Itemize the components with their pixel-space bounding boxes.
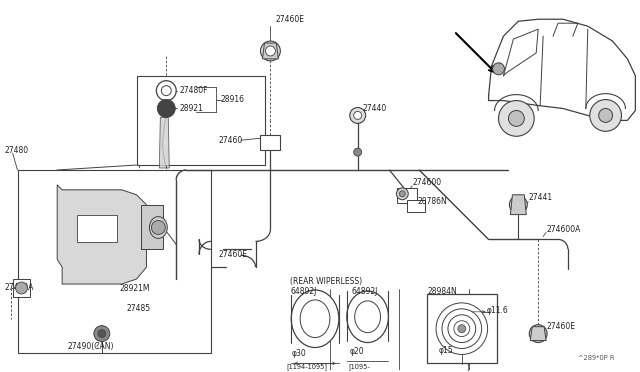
- Circle shape: [15, 282, 28, 294]
- Circle shape: [448, 315, 476, 343]
- Polygon shape: [159, 118, 169, 168]
- Bar: [13, 279, 31, 297]
- Circle shape: [499, 100, 534, 136]
- Circle shape: [529, 325, 547, 343]
- Text: 27480A: 27480A: [4, 282, 34, 292]
- Ellipse shape: [291, 290, 339, 347]
- Text: 28921M: 28921M: [120, 285, 150, 294]
- Bar: [77, 215, 116, 243]
- Text: 28921: 28921: [179, 104, 203, 113]
- Circle shape: [454, 321, 470, 337]
- Circle shape: [94, 326, 109, 341]
- Text: φ15: φ15: [439, 346, 454, 355]
- Circle shape: [396, 188, 408, 200]
- Bar: [260, 135, 280, 150]
- Bar: [17, 170, 211, 353]
- Text: 27490(CAN): 27490(CAN): [67, 342, 114, 351]
- Polygon shape: [511, 195, 526, 215]
- Circle shape: [399, 191, 405, 197]
- Circle shape: [349, 108, 365, 124]
- Bar: [136, 76, 266, 165]
- Text: 27441: 27441: [528, 193, 552, 202]
- Text: 27460E: 27460E: [219, 250, 248, 259]
- Circle shape: [436, 303, 488, 355]
- Text: 64892J: 64892J: [352, 288, 378, 296]
- Circle shape: [98, 330, 106, 337]
- Circle shape: [442, 309, 482, 349]
- Polygon shape: [262, 43, 278, 59]
- Circle shape: [161, 86, 172, 96]
- Text: φ20: φ20: [349, 347, 364, 356]
- Circle shape: [493, 63, 504, 75]
- Circle shape: [260, 41, 280, 61]
- Text: 64892J: 64892J: [291, 288, 317, 296]
- Circle shape: [598, 109, 612, 122]
- Text: 274600: 274600: [412, 179, 442, 187]
- Text: 28786N: 28786N: [417, 197, 447, 206]
- Polygon shape: [57, 185, 147, 284]
- Circle shape: [157, 100, 175, 118]
- Text: ^289*0P R: ^289*0P R: [578, 355, 614, 362]
- Ellipse shape: [347, 291, 388, 343]
- Text: 27460E: 27460E: [546, 322, 575, 331]
- Circle shape: [458, 325, 466, 333]
- Circle shape: [508, 110, 524, 126]
- Text: (REAR WIPERLESS): (REAR WIPERLESS): [291, 276, 362, 286]
- Text: 27485: 27485: [127, 304, 151, 313]
- Text: [1095-: [1095-: [349, 363, 371, 370]
- Bar: [397, 188, 417, 203]
- Polygon shape: [531, 327, 546, 340]
- Text: 28916: 28916: [221, 95, 245, 104]
- Ellipse shape: [300, 300, 330, 337]
- Circle shape: [509, 196, 527, 214]
- Text: 27460E: 27460E: [275, 15, 305, 24]
- Circle shape: [266, 46, 275, 56]
- Circle shape: [152, 221, 165, 234]
- Circle shape: [354, 148, 362, 156]
- Text: 27460: 27460: [219, 136, 243, 145]
- Text: 28984N: 28984N: [427, 288, 457, 296]
- Text: 274600A: 274600A: [546, 225, 580, 234]
- Ellipse shape: [355, 301, 381, 333]
- Text: 27440: 27440: [363, 104, 387, 113]
- Text: 27480F: 27480F: [179, 86, 207, 95]
- Text: ]: ]: [467, 363, 469, 370]
- Circle shape: [156, 81, 176, 100]
- Bar: [141, 205, 163, 249]
- Circle shape: [589, 100, 621, 131]
- Text: [1194-1095]: [1194-1095]: [286, 363, 327, 370]
- Ellipse shape: [149, 217, 167, 238]
- Text: 27480: 27480: [4, 146, 29, 155]
- Text: φ11.6: φ11.6: [486, 306, 508, 315]
- Bar: [427, 294, 497, 363]
- Circle shape: [354, 112, 362, 119]
- Text: φ30: φ30: [291, 349, 306, 358]
- Bar: [407, 200, 425, 212]
